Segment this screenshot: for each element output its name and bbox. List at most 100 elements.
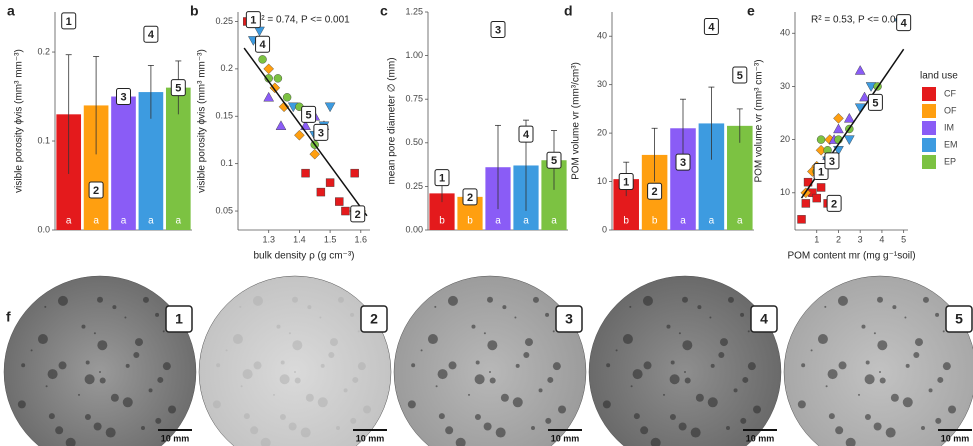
pore <box>902 397 913 408</box>
pore <box>44 305 47 308</box>
pore <box>317 397 328 408</box>
pore <box>827 369 838 380</box>
pore <box>155 312 160 317</box>
point <box>843 135 855 146</box>
pore <box>747 330 750 333</box>
pore <box>84 414 91 421</box>
group-letter: a <box>148 216 154 227</box>
annotation-box <box>313 123 329 141</box>
pore <box>81 324 86 329</box>
pore <box>545 417 552 424</box>
pore <box>134 338 143 347</box>
point <box>282 93 292 102</box>
pore <box>642 295 653 306</box>
annotation: 4 <box>259 39 266 51</box>
micrograph-label-box <box>165 305 193 333</box>
pore <box>434 305 437 308</box>
pore <box>279 414 286 421</box>
annotation: 2 <box>355 209 361 221</box>
annotation: 4 <box>901 18 908 30</box>
pore <box>913 352 920 359</box>
annotation: 3 <box>829 156 835 168</box>
pore <box>487 296 493 303</box>
pore <box>363 405 372 414</box>
pore <box>495 427 506 438</box>
annotation-box <box>490 20 506 38</box>
pore <box>877 340 888 351</box>
pore <box>742 376 749 383</box>
legend-swatch <box>922 87 936 101</box>
pore <box>695 393 704 402</box>
pore <box>168 405 177 414</box>
annotation-box <box>88 181 104 199</box>
group-letter: a <box>176 216 182 227</box>
pore <box>328 352 335 359</box>
pore <box>682 340 693 351</box>
micrograph-label: 2 <box>370 311 378 327</box>
pore <box>663 393 666 396</box>
annotation-box <box>350 205 366 223</box>
panel-label: c <box>380 3 388 19</box>
y-tick-label: 0.25 <box>405 181 423 191</box>
group-letter: a <box>551 216 557 227</box>
annotation: 2 <box>652 186 658 198</box>
pore <box>558 405 567 414</box>
y-tick-label: 20 <box>780 134 790 144</box>
pore <box>810 349 813 352</box>
point <box>797 215 806 224</box>
pore <box>858 393 861 396</box>
pore <box>837 295 848 306</box>
pore <box>455 437 466 446</box>
pore <box>865 360 870 365</box>
pore <box>240 385 243 388</box>
pore <box>252 295 263 306</box>
pore <box>690 427 701 438</box>
pore <box>125 363 130 368</box>
pore <box>276 324 281 329</box>
pore <box>864 414 871 421</box>
pore <box>684 371 686 373</box>
pore <box>797 400 806 409</box>
group-letter: b <box>439 216 445 227</box>
pore <box>45 385 48 388</box>
pore <box>487 340 498 351</box>
pore <box>828 413 835 420</box>
annotation: 1 <box>818 166 824 178</box>
point <box>335 197 344 206</box>
annotation: 3 <box>120 91 126 103</box>
pore <box>890 393 899 402</box>
pore <box>93 332 96 335</box>
pore <box>124 316 127 319</box>
pore <box>474 414 481 421</box>
pore <box>448 361 457 370</box>
group-letter: a <box>495 216 501 227</box>
pore <box>292 340 303 351</box>
annotation: 5 <box>551 155 557 167</box>
pore <box>320 363 325 368</box>
pore <box>407 400 416 409</box>
annotation: 4 <box>148 29 155 41</box>
point <box>843 112 855 123</box>
pore <box>632 369 643 380</box>
annotation-box <box>867 93 883 111</box>
pore <box>58 361 67 370</box>
pore <box>337 296 344 303</box>
micrograph-label-box <box>555 305 583 333</box>
pore <box>935 312 940 317</box>
y-tick-label: 1.00 <box>405 50 423 60</box>
pore <box>835 426 844 435</box>
annotation-box <box>245 11 261 29</box>
pore <box>552 330 555 333</box>
annotation: 1 <box>250 14 256 26</box>
micrograph <box>198 275 392 446</box>
pore <box>110 393 119 402</box>
point <box>273 74 283 83</box>
pore <box>157 376 164 383</box>
micrograph-label-box <box>360 305 388 333</box>
pore <box>47 369 58 380</box>
pore <box>845 437 856 446</box>
pore <box>530 426 535 431</box>
pore <box>155 417 162 424</box>
x-tick-label: 2 <box>836 234 841 244</box>
pore <box>335 426 340 431</box>
